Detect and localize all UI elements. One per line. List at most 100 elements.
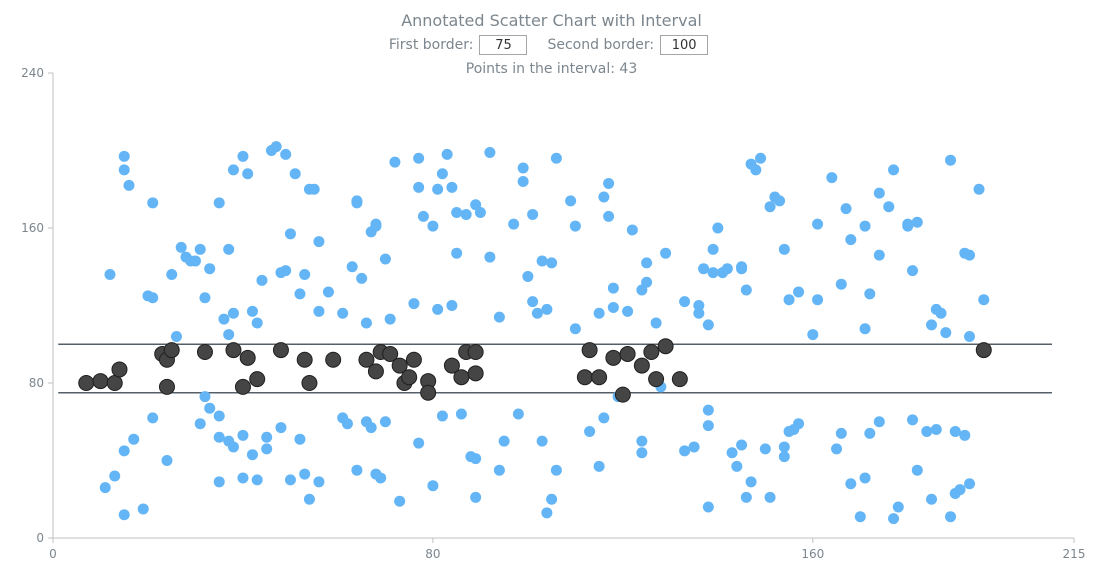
scatter-point	[446, 300, 458, 311]
scatter-point	[175, 241, 187, 253]
scatter-point	[360, 317, 372, 329]
scatter-point	[698, 263, 710, 275]
scatter-point	[375, 472, 387, 484]
scatter-point	[783, 294, 795, 306]
scatter-point	[840, 203, 852, 215]
scatter-point	[161, 455, 173, 466]
scatter-point	[256, 274, 268, 286]
second-border-input[interactable]	[660, 35, 709, 55]
scatter-point-in-interval	[591, 369, 608, 386]
scatter-point	[436, 168, 448, 180]
scatter-point	[679, 445, 691, 457]
scatter-point	[194, 243, 206, 255]
scatter-point	[99, 482, 111, 494]
scatter-point	[935, 307, 947, 319]
scatter-point	[289, 168, 301, 180]
scatter-point	[213, 410, 225, 422]
scatter-point	[764, 201, 776, 213]
scatter-point	[427, 480, 439, 492]
scatter-point	[835, 278, 847, 290]
scatter-point	[128, 433, 140, 445]
scatter-point	[223, 329, 235, 341]
scatter-point	[417, 210, 429, 222]
scatter-point	[864, 288, 876, 300]
chart-axes: 0 80 160 240 0 80 160 215	[21, 66, 1085, 561]
interval-border-lines	[58, 343, 1052, 394]
scatter-point-in-interval	[576, 369, 593, 386]
scatter-points	[78, 141, 992, 525]
scatter-point	[598, 191, 610, 203]
scatter-point	[774, 195, 786, 207]
first-border-label: First border:	[388, 37, 474, 53]
scatter-point-in-interval	[633, 357, 650, 374]
scatter-point	[365, 422, 377, 434]
scatter-point	[166, 269, 178, 280]
scatter-point	[888, 164, 900, 176]
scatter-point	[873, 249, 885, 261]
scatter-point	[536, 435, 548, 447]
scatter-point	[607, 282, 619, 294]
scatter-point	[147, 412, 159, 424]
scatter-point	[294, 433, 306, 445]
scatter-point	[484, 251, 496, 263]
scatter-point	[280, 148, 292, 160]
scatter-point	[888, 513, 900, 525]
scatter-point	[759, 443, 771, 455]
scatter-point	[527, 208, 539, 220]
scatter-point	[930, 424, 942, 435]
scatter-point	[460, 208, 472, 220]
scatter-point	[432, 303, 444, 315]
scatter-point	[702, 404, 714, 416]
scatter-point	[873, 187, 885, 199]
scatter-point-in-interval	[163, 342, 180, 359]
first-border-input[interactable]	[479, 35, 528, 55]
scatter-point-in-interval	[367, 363, 384, 380]
scatter-point	[261, 443, 273, 455]
x-tick-label: 160	[801, 547, 824, 561]
scatter-point	[940, 327, 952, 339]
scatter-point	[541, 507, 553, 519]
scatter-point	[189, 255, 201, 267]
scatter-point	[907, 265, 919, 277]
scatter-point	[275, 422, 287, 434]
scatter-point	[170, 331, 182, 342]
scatter-point	[603, 177, 615, 189]
scatter-point	[313, 236, 325, 248]
scatter-point	[246, 449, 258, 461]
scatter-point	[812, 294, 824, 306]
scatter-point	[926, 319, 938, 331]
scatter-point	[413, 152, 425, 164]
scatter-point	[693, 300, 705, 311]
scatter-point	[446, 181, 458, 193]
scatter-point-in-interval	[92, 373, 109, 390]
scatter-point	[622, 305, 634, 317]
scatter-point	[470, 491, 482, 503]
scatter-point	[603, 210, 615, 222]
y-tick-label: 0	[36, 531, 44, 545]
scatter-point	[721, 263, 733, 275]
scatter-point	[626, 224, 638, 236]
scatter-point	[636, 447, 648, 459]
scatter-point	[964, 331, 976, 342]
scatter-point-in-interval	[301, 375, 318, 391]
scatter-point	[702, 501, 714, 513]
scatter-point	[204, 263, 216, 275]
scatter-point-in-interval	[296, 351, 313, 368]
scatter-point	[650, 317, 662, 329]
scatter-point	[641, 257, 653, 269]
scatter-point	[261, 431, 273, 443]
scatter-point	[237, 150, 249, 162]
scatter-point	[726, 447, 738, 459]
scatter-point-in-interval	[196, 344, 213, 360]
scatter-point	[740, 491, 752, 503]
scatter-point	[778, 441, 790, 453]
scatter-point	[945, 511, 957, 523]
scatter-point	[693, 307, 705, 319]
scatter-point	[432, 183, 444, 195]
scatter-point	[341, 418, 353, 430]
scatter-point	[859, 323, 871, 335]
scatter-point	[826, 172, 838, 184]
scatter-point-in-interval	[657, 338, 674, 355]
scatter-point	[907, 414, 919, 426]
scatter-point	[147, 292, 159, 304]
